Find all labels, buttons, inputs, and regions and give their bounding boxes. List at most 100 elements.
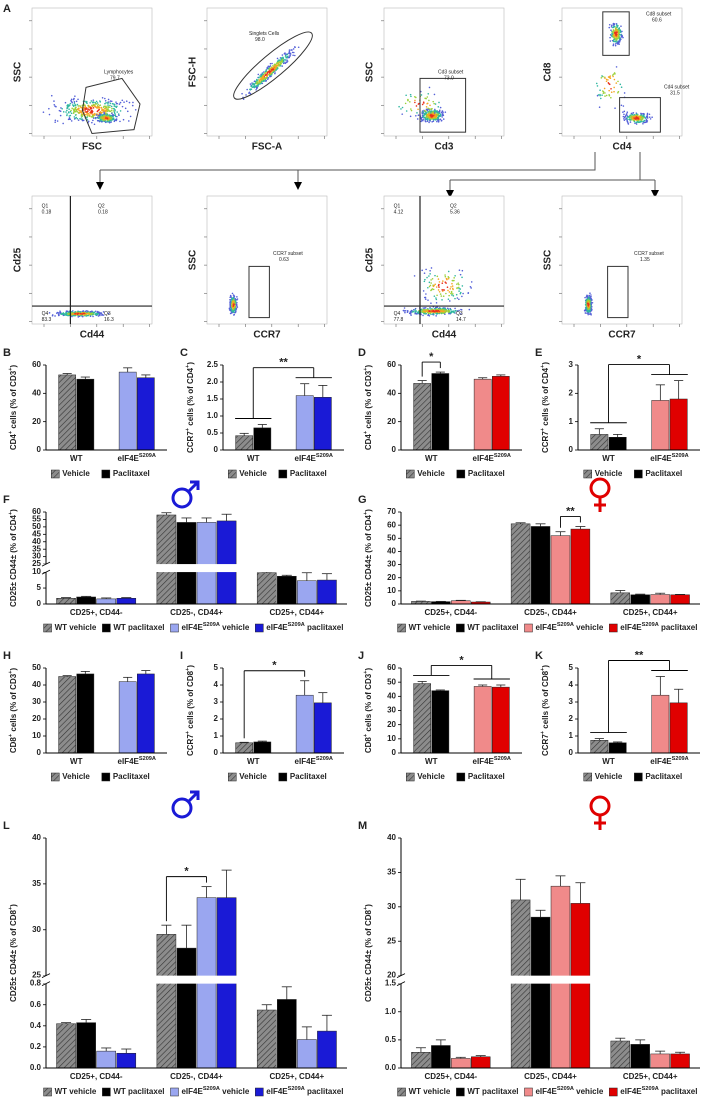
event-dot	[614, 43, 617, 45]
error-bar	[575, 526, 586, 530]
bar	[295, 395, 314, 451]
event-dot	[90, 116, 93, 118]
event-dot	[99, 314, 101, 316]
x-axis-label: Cd3	[435, 142, 454, 153]
bar	[76, 378, 95, 451]
event-dot	[458, 309, 460, 312]
gate-value: 1.35	[640, 257, 650, 263]
event-dot	[115, 101, 117, 103]
error-bar	[281, 986, 292, 1000]
y-axis-label: CD4+ cells (% of CD3+)	[8, 365, 18, 451]
event-dot	[604, 95, 606, 97]
event-dot	[96, 110, 99, 113]
event-dot	[95, 116, 97, 119]
event-dot	[428, 111, 431, 113]
y-axis-label-part: )	[9, 668, 18, 671]
event-dot	[434, 115, 436, 118]
y-tick-label: 2.0	[207, 377, 219, 386]
legend: Vehicle Paclitaxel	[228, 772, 327, 782]
y-tick-label: 0	[214, 445, 219, 454]
gate-name: Q3	[104, 311, 111, 317]
event-dot	[444, 275, 447, 278]
event-dot	[626, 121, 629, 123]
event-dot	[605, 94, 608, 97]
event-dot	[270, 75, 272, 78]
event-dot	[96, 313, 98, 316]
legend-label-part: vehicle	[220, 1087, 250, 1096]
gate	[81, 77, 141, 134]
sig-bracket	[560, 516, 581, 528]
event-dot	[230, 296, 232, 299]
bar	[550, 535, 571, 605]
y-tick-label: 1.5	[385, 979, 397, 988]
event-dot	[424, 307, 427, 309]
event-dot	[428, 121, 430, 124]
y-tick-label: 0.2	[30, 1042, 42, 1051]
y-axis-label: CCR7+ cells (% of CD8+)	[185, 665, 195, 756]
x-tick-label-part: eIF4E	[118, 757, 140, 766]
legend: WT vehicle WT paclitaxel eIF4ES209A vehicl…	[397, 1086, 697, 1097]
event-dot	[89, 315, 92, 318]
event-dot	[439, 307, 442, 310]
y-axis-label-part: )	[364, 365, 373, 368]
x-tick-label: eIF4ES209A	[473, 453, 511, 463]
bar-hatch	[235, 435, 253, 450]
event-dot	[440, 111, 443, 114]
legend-item: WT vehicle	[397, 1087, 451, 1097]
plot-frame	[383, 7, 505, 137]
event-dot	[229, 302, 231, 304]
event-dot	[265, 77, 268, 79]
error-bar	[201, 517, 212, 523]
legend-label-part: vehicle	[574, 623, 604, 632]
legend-label: Paclitaxel	[645, 772, 682, 781]
event-dot	[444, 274, 446, 276]
x-tick-label: WT	[425, 757, 438, 766]
error-bar	[655, 384, 665, 401]
error-bar	[101, 1047, 112, 1052]
event-dot	[74, 114, 77, 116]
x-tick-label-part: S209A	[672, 453, 689, 459]
event-dot	[110, 117, 112, 119]
y-tick-label: 10	[387, 734, 396, 743]
error-bar	[257, 740, 267, 742]
sig-bracket	[165, 876, 207, 922]
event-dot	[59, 110, 62, 113]
bar	[451, 1058, 471, 1069]
event-dot	[281, 65, 284, 67]
event-dot	[619, 31, 622, 33]
error-bar	[655, 1050, 666, 1054]
event-dot	[99, 119, 102, 122]
event-dot	[98, 108, 100, 111]
event-dot	[89, 106, 92, 109]
event-dot	[459, 292, 462, 295]
legend-label-part: S209A	[557, 622, 574, 628]
x-tick-label: CD25+, CD44+	[623, 608, 678, 617]
event-dot	[280, 60, 283, 62]
event-dot	[615, 66, 618, 68]
event-dot	[428, 310, 431, 312]
event-dot	[609, 40, 612, 42]
event-dot	[589, 306, 592, 309]
event-dot	[403, 309, 405, 312]
bar-hatch	[413, 683, 431, 753]
bar	[118, 371, 137, 451]
gate-value: 4.12	[394, 210, 404, 216]
event-dot	[405, 94, 407, 97]
bar	[76, 1022, 96, 1069]
event-dot	[414, 101, 416, 104]
y-axis-label-part: )	[541, 665, 550, 668]
event-dot	[80, 313, 82, 315]
gate	[419, 77, 467, 133]
event-dot	[590, 294, 592, 296]
event-dot	[431, 120, 433, 123]
event-dot	[618, 27, 620, 30]
error-bar	[555, 531, 566, 536]
legend-label: WT paclitaxel	[113, 1087, 164, 1096]
event-dot	[92, 119, 94, 122]
plot-frame	[206, 195, 328, 325]
event-dot	[425, 114, 428, 117]
event-dot	[617, 92, 619, 94]
event-dot	[616, 26, 618, 28]
event-dot	[437, 289, 440, 291]
y-tick-label: 4	[214, 680, 219, 689]
